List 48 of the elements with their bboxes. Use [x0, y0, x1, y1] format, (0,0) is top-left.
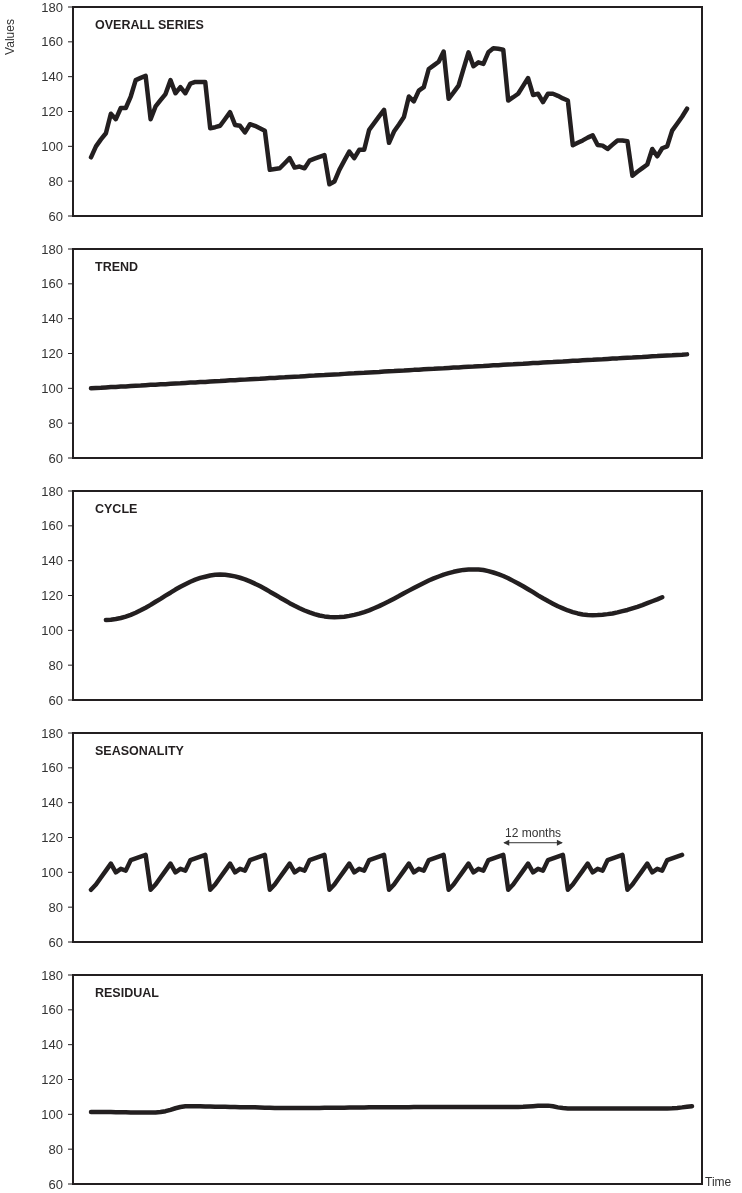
y-axis-title: Values: [3, 19, 17, 55]
y-tick-label: 100: [41, 622, 63, 638]
y-tick-label: 140: [41, 553, 63, 569]
y-tick-label: 180: [41, 967, 63, 983]
annotation: 12 months: [505, 825, 562, 840]
y-tick-label: 60: [48, 692, 63, 708]
y-tick-label: 80: [48, 657, 63, 673]
y-tick-label: 180: [41, 483, 63, 499]
y-tick-label: 160: [41, 760, 63, 776]
y-tick-label: 160: [41, 1002, 63, 1018]
y-tick-label: 100: [41, 1106, 63, 1122]
y-tick-label: 60: [48, 450, 63, 466]
y-tick-label: 80: [48, 415, 63, 431]
x-axis-title: Time: [705, 1175, 732, 1189]
line-series: [88, 852, 685, 892]
y-tick-label: 120: [41, 346, 63, 362]
y-tick-label: 100: [41, 864, 63, 880]
line-series: [88, 1103, 695, 1115]
line-series: [88, 352, 690, 391]
y-tick-label: 180: [41, 0, 63, 15]
y-tick-label: 140: [41, 1037, 63, 1053]
y-tick-label: 80: [48, 173, 63, 189]
line-series: [88, 46, 690, 187]
y-tick-label: 60: [48, 208, 63, 224]
text: OVERALL SERIES: [95, 18, 204, 32]
y-tick-label: 180: [41, 725, 63, 741]
y-tick-label: 100: [41, 380, 63, 396]
y-tick-label: 160: [41, 276, 63, 292]
y-tick-label: 120: [41, 104, 63, 120]
y-tick-label: 80: [48, 899, 63, 915]
y-tick-label: 140: [41, 69, 63, 85]
y-tick-label: 140: [41, 311, 63, 327]
y-tick-label: 100: [41, 138, 63, 154]
text: TREND: [95, 260, 139, 274]
y-tick-label: 120: [41, 1072, 63, 1088]
y-tick-label: 60: [48, 1176, 63, 1192]
text: CYCLE: [95, 502, 138, 516]
text: SEASONALITY: [95, 744, 185, 758]
y-tick-label: 120: [41, 830, 63, 846]
text: RESIDUAL: [95, 986, 160, 1000]
y-tick-label: 160: [41, 518, 63, 534]
y-tick-label: 160: [41, 34, 63, 50]
y-tick-label: 140: [41, 795, 63, 811]
y-tick-label: 120: [41, 588, 63, 604]
line-series: [103, 567, 665, 623]
y-tick-label: 180: [41, 241, 63, 257]
y-tick-label: 60: [48, 934, 63, 950]
y-tick-label: 80: [48, 1141, 63, 1157]
